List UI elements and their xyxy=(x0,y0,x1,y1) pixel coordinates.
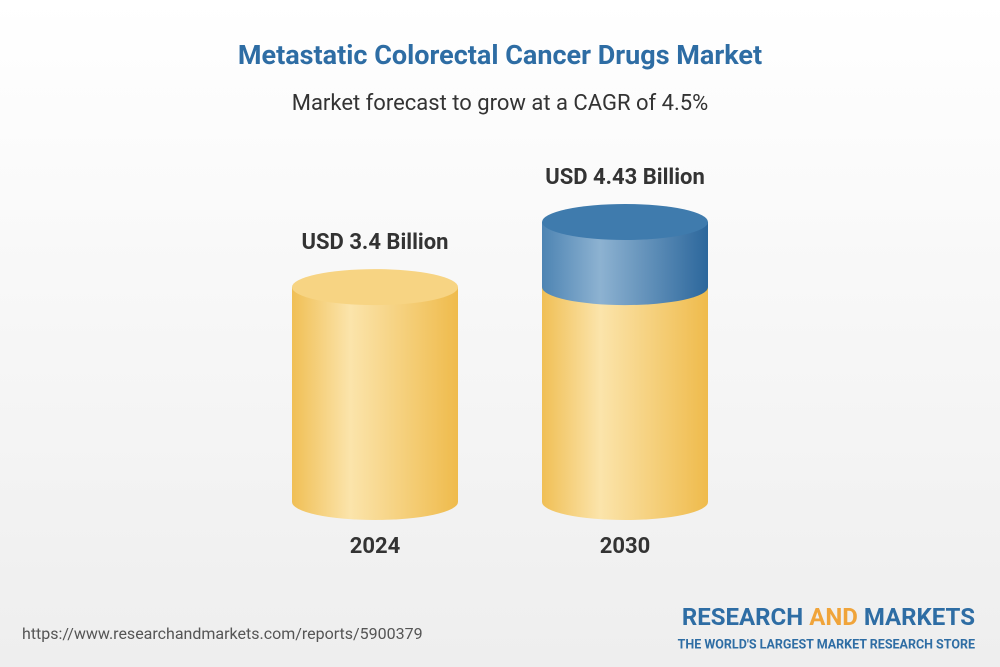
source-url: https://www.researchandmarkets.com/repor… xyxy=(22,624,423,643)
chart-title: Metastatic Colorectal Cancer Drugs Marke… xyxy=(238,39,762,71)
cylinder-top xyxy=(292,269,458,306)
chart-subtitle: Market forecast to grow at a CAGR of 4.5… xyxy=(292,91,709,116)
cylinder-top xyxy=(542,204,708,240)
brand-part: AND xyxy=(809,603,858,631)
brand-part: MARKETS xyxy=(864,603,975,631)
x-tick-label: 2024 xyxy=(350,534,401,559)
brand-part: RESEARCH xyxy=(682,603,803,631)
tagline: THE WORLD'S LARGEST MARKET RESEARCH STOR… xyxy=(678,637,975,652)
brand: RESEARCH AND MARKETS xyxy=(682,603,975,631)
cylinder-body xyxy=(292,287,458,520)
x-tick-label: 2030 xyxy=(600,534,651,559)
value-label: USD 4.43 Billion xyxy=(545,165,705,190)
growth-segment xyxy=(542,222,708,306)
value-label: USD 3.4 Billion xyxy=(302,230,449,255)
